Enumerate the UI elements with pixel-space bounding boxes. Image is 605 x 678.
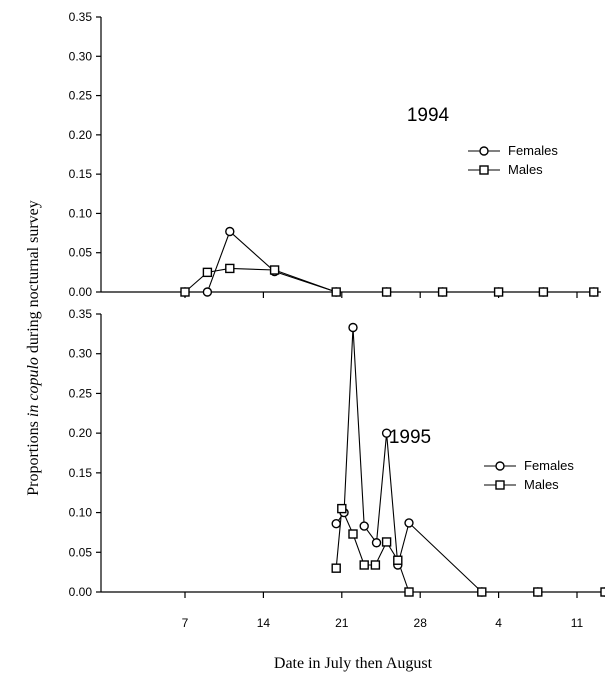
panel-1994-y-tick-label: 0.05 (69, 246, 93, 260)
panel-1995-males-point (404, 587, 414, 597)
panel-1995-legend-label: Females (524, 458, 574, 473)
y-axis-title: Proportions in copulo during nocturnal s… (25, 200, 42, 496)
panel-1994-females-point (225, 226, 235, 237)
panel-1995-males-point (600, 587, 605, 597)
panel-1994-y-tick-label: 0.20 (69, 128, 93, 142)
panel-1994-y-tick-label: 0.00 (69, 285, 93, 299)
panel-1994-males-point (437, 287, 448, 297)
y-axis-title-suffix: during nocturnal survey (25, 200, 42, 357)
panel-1994-y-tick-label: 0.30 (69, 49, 93, 63)
panel-1994-males-point (269, 265, 280, 275)
panel-1994-females-line (185, 230, 594, 293)
panel-1995-y-tick-label: 0.05 (69, 545, 93, 559)
panel-1994-y-tick-label: 0.35 (69, 10, 93, 24)
panel-1995-y-tick-label: 0.00 (69, 585, 93, 599)
panel-1995-females-point (404, 518, 414, 528)
panel-1994-males-point (225, 263, 235, 274)
panel-1995-females-point (331, 518, 341, 529)
panel-1994-year-label: 1994 (407, 105, 450, 126)
panel-1994-legend-label: Females (508, 143, 558, 158)
panel-1994-y-tick-label: 0.25 (69, 89, 93, 103)
panel-1994-y-tick-label: 0.15 (69, 167, 93, 181)
panel-1995-males-point (393, 555, 403, 565)
panel-1995-females-point (371, 538, 382, 548)
panel-1994-females-point (202, 287, 213, 297)
panel-1994-males-line (184, 267, 594, 293)
panel-1995-y-tick-label: 0.35 (69, 307, 93, 321)
panel-1995-legend-marker (495, 480, 505, 490)
x-tick-label: 11 (571, 616, 584, 630)
panel-1994-y-tick-label: 0.10 (69, 206, 93, 220)
panel-1995-males-point (533, 587, 543, 597)
panel-1994-males-point (331, 287, 341, 297)
panel-1995-males-point (381, 537, 392, 547)
x-tick-label: 28 (414, 616, 428, 630)
panel-1994-males-point (589, 287, 599, 297)
panel-1995-legend-marker (495, 461, 505, 471)
panel-1995-males-point (370, 560, 381, 570)
panel-1994-legend-label: Males (508, 162, 543, 177)
panel-1995-males-point (331, 563, 341, 573)
panel-1995-y-tick-label: 0.25 (69, 386, 93, 400)
panel-1995-males-point (337, 503, 347, 514)
panel-1995-females-point (381, 428, 392, 438)
panel-1994-males-point (180, 287, 190, 297)
panel-1994-males-point (538, 287, 549, 297)
panel-1995-legend-label: Males (524, 477, 559, 492)
x-tick-label: 21 (335, 616, 349, 630)
x-axis-title: Date in July then August (274, 655, 433, 672)
panel-1994-males-point (493, 287, 504, 297)
panel-1995-year-label: 1995 (389, 427, 431, 448)
panel-1995-y-tick-label: 0.30 (69, 347, 93, 361)
y-axis-title-prefix: Proportions (25, 417, 42, 496)
panel-1995-y-tick-label: 0.20 (69, 426, 93, 440)
panel-1994-legend-marker (479, 146, 489, 156)
panel-1995-females-point (348, 322, 358, 333)
panel-1994-legend-marker (479, 165, 489, 175)
y-axis-title-italic: in copulo (25, 357, 42, 417)
x-tick-label: 7 (182, 616, 189, 630)
panel-1995-y-tick-label: 0.10 (69, 506, 93, 520)
panel-1994-males-point (202, 267, 213, 278)
x-tick-label: 4 (495, 616, 502, 630)
panel-1995-y-tick-label: 0.15 (69, 466, 93, 480)
panel-1995-males-point (359, 560, 369, 570)
panel-1995-males-point (348, 529, 358, 539)
panel-1995-males-point (477, 587, 487, 597)
panel-1994-males-point (381, 287, 392, 297)
panel-1995-females-point (359, 521, 369, 531)
panel-1995-males-line (335, 506, 605, 593)
x-tick-label: 14 (257, 616, 271, 630)
